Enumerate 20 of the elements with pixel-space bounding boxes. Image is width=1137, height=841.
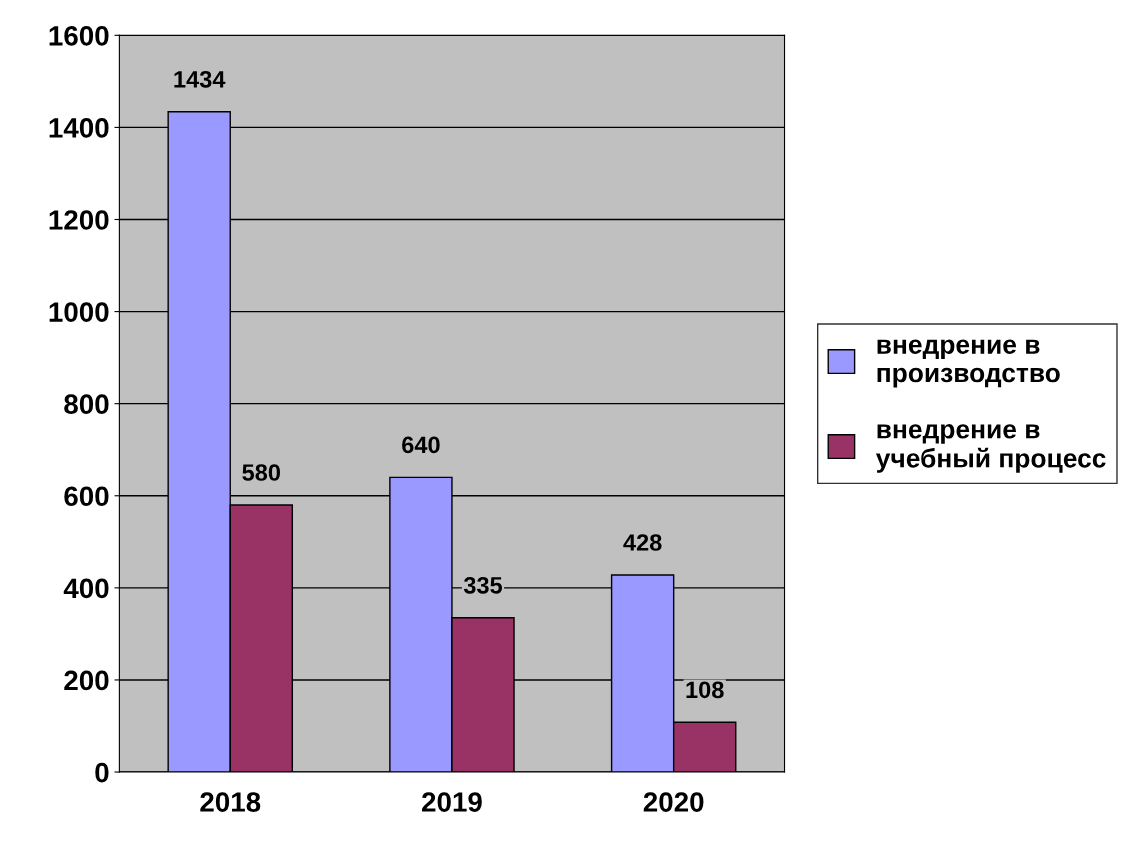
- y-tick-label: 200: [64, 670, 109, 691]
- y-tick-label: 1000: [49, 302, 109, 322]
- x-tick-label: 2018: [200, 792, 261, 812]
- data-label: 428: [623, 534, 662, 551]
- legend-label: внедрение в учебный процесс: [875, 424, 1106, 473]
- data-label: 580: [242, 464, 281, 481]
- data-label: 640: [402, 436, 440, 454]
- y-tick-label: 1200: [49, 210, 109, 230]
- y-tick-label: 800: [64, 394, 109, 415]
- x-tick-label: 2020: [643, 792, 704, 812]
- data-label: 108: [686, 681, 724, 699]
- legend-label: внедрение в производство: [877, 339, 1060, 388]
- y-tick-label: 400: [63, 578, 109, 599]
- y-tick-label: 0: [95, 762, 109, 783]
- data-label: 335: [463, 576, 503, 594]
- data-label: 1434: [174, 70, 226, 88]
- y-tick-label: 600: [64, 486, 109, 507]
- y-tick-label: 1600: [49, 25, 109, 46]
- x-tick-label: 2019: [422, 792, 482, 812]
- y-tick-label: 1400: [49, 118, 109, 138]
